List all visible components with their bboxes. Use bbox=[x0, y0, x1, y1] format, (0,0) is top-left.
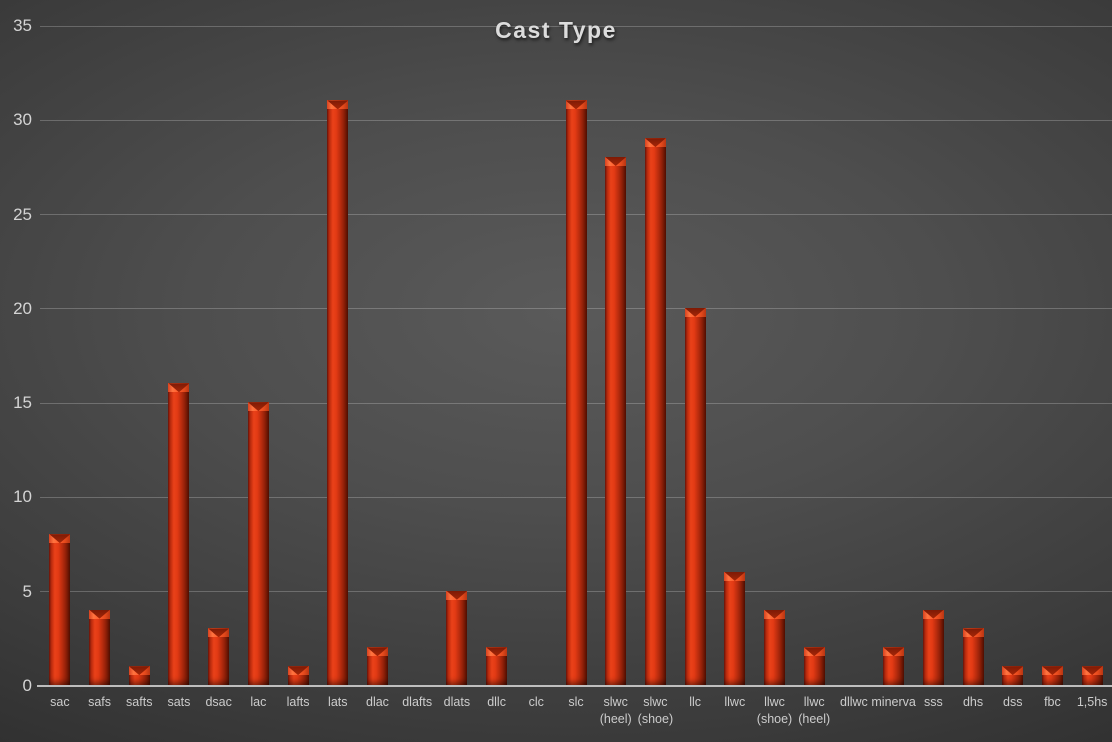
bar-llwc-(heel) bbox=[803, 647, 825, 685]
chart-title: Cast Type bbox=[495, 17, 617, 43]
y-tick-label: 30 bbox=[13, 110, 32, 130]
y-tick-label: 20 bbox=[13, 298, 32, 318]
bar-cap-notch bbox=[287, 666, 309, 676]
x-tick-label: dlac bbox=[366, 695, 389, 709]
bar-lac bbox=[247, 402, 269, 685]
bar-cap-notch bbox=[1081, 666, 1103, 676]
x-tick-label: sss bbox=[923, 695, 943, 709]
y-tick-label: 15 bbox=[13, 393, 32, 413]
bar-dhs bbox=[962, 628, 984, 685]
bar-fbc bbox=[1041, 666, 1063, 685]
y-tick-label: 0 bbox=[22, 676, 32, 695]
bar-cap-notch bbox=[1002, 666, 1024, 676]
bar-cap-notch bbox=[1041, 666, 1063, 676]
bar-slwc-(heel) bbox=[605, 157, 627, 685]
bar-cap-notch bbox=[922, 609, 944, 619]
bar-cap-notch bbox=[366, 647, 388, 657]
bar-cap-notch bbox=[486, 647, 508, 657]
gridline bbox=[40, 25, 1112, 27]
bar-cap-notch bbox=[764, 609, 786, 619]
x-tick-label: dlats bbox=[443, 695, 471, 709]
bar-cap-notch bbox=[168, 383, 190, 393]
bar-cap-notch bbox=[208, 628, 230, 638]
bar-llc bbox=[684, 307, 706, 685]
bar-lafts bbox=[287, 666, 309, 685]
x-tick-label: slc bbox=[568, 695, 584, 709]
x-tick-label: llwc bbox=[724, 695, 746, 709]
bar-cap-notch bbox=[883, 647, 905, 657]
bar-minerva bbox=[883, 647, 905, 685]
bar-cap-notch bbox=[962, 628, 984, 638]
x-tick-label: llwc (shoe) bbox=[756, 695, 793, 726]
x-tick-label: fbc bbox=[1044, 695, 1061, 709]
x-tick-label: llwc (heel) bbox=[798, 695, 831, 726]
x-tick-label: 1,5hs bbox=[1076, 695, 1108, 709]
y-tick-label: 5 bbox=[22, 581, 32, 601]
x-tick-label: dhs bbox=[962, 695, 984, 709]
y-tick-label: 25 bbox=[13, 204, 32, 224]
bar-cap-notch bbox=[327, 100, 349, 110]
bar-dlac bbox=[366, 647, 388, 685]
bar-dllc bbox=[486, 647, 508, 685]
bar-cap-notch bbox=[446, 590, 468, 600]
x-tick-label: dsac bbox=[205, 695, 232, 709]
x-tick-label: lac bbox=[250, 695, 267, 709]
bar-lats bbox=[327, 100, 349, 685]
bar-safts bbox=[128, 666, 150, 685]
bar-cap-notch bbox=[684, 307, 706, 317]
bar-llwc-(shoe) bbox=[764, 609, 786, 685]
bar-cap-notch bbox=[89, 609, 111, 619]
bar-safs bbox=[89, 609, 111, 685]
bar-sac bbox=[49, 534, 71, 685]
bar-cap-notch bbox=[803, 647, 825, 657]
bar-sats bbox=[168, 383, 190, 685]
x-tick-label: dllwc bbox=[840, 695, 868, 709]
x-tick-label: minerva bbox=[871, 695, 916, 709]
x-tick-label: dllc bbox=[487, 695, 506, 709]
x-tick-label: slwc (shoe) bbox=[637, 695, 674, 726]
x-tick-label: sac bbox=[50, 695, 70, 709]
x-tick-label: lats bbox=[328, 695, 348, 709]
bar-slc bbox=[565, 100, 587, 685]
bar-cap-notch bbox=[49, 534, 71, 544]
x-tick-label: dss bbox=[1003, 695, 1023, 709]
x-tick-label: llc bbox=[689, 695, 701, 709]
x-tick-label: clc bbox=[528, 695, 544, 709]
bar-1,5hs bbox=[1081, 666, 1103, 685]
x-tick-label: sats bbox=[167, 695, 191, 709]
bar-cap-notch bbox=[724, 571, 746, 581]
bar-cap-notch bbox=[128, 666, 150, 676]
x-tick-label: safts bbox=[126, 695, 153, 709]
x-tick-label: dlafts bbox=[402, 695, 433, 709]
bar-dss bbox=[1002, 666, 1024, 685]
bar-dlats bbox=[446, 590, 468, 685]
y-tick-label: 35 bbox=[13, 16, 32, 35]
bar-dsac bbox=[208, 628, 230, 685]
bar-sss bbox=[922, 609, 944, 685]
bar-slwc-(shoe) bbox=[644, 138, 666, 685]
x-axis-line bbox=[37, 685, 1112, 687]
bar-cap-notch bbox=[565, 100, 587, 110]
bar-cap-notch bbox=[644, 138, 666, 148]
x-tick-label: lafts bbox=[286, 695, 310, 709]
x-tick-label: safs bbox=[88, 695, 112, 709]
bar-cap-notch bbox=[247, 402, 269, 412]
y-tick-label: 10 bbox=[13, 487, 32, 507]
x-tick-label: slwc (heel) bbox=[599, 695, 632, 726]
bar-cap-notch bbox=[605, 157, 627, 166]
bar-llwc bbox=[724, 571, 746, 685]
